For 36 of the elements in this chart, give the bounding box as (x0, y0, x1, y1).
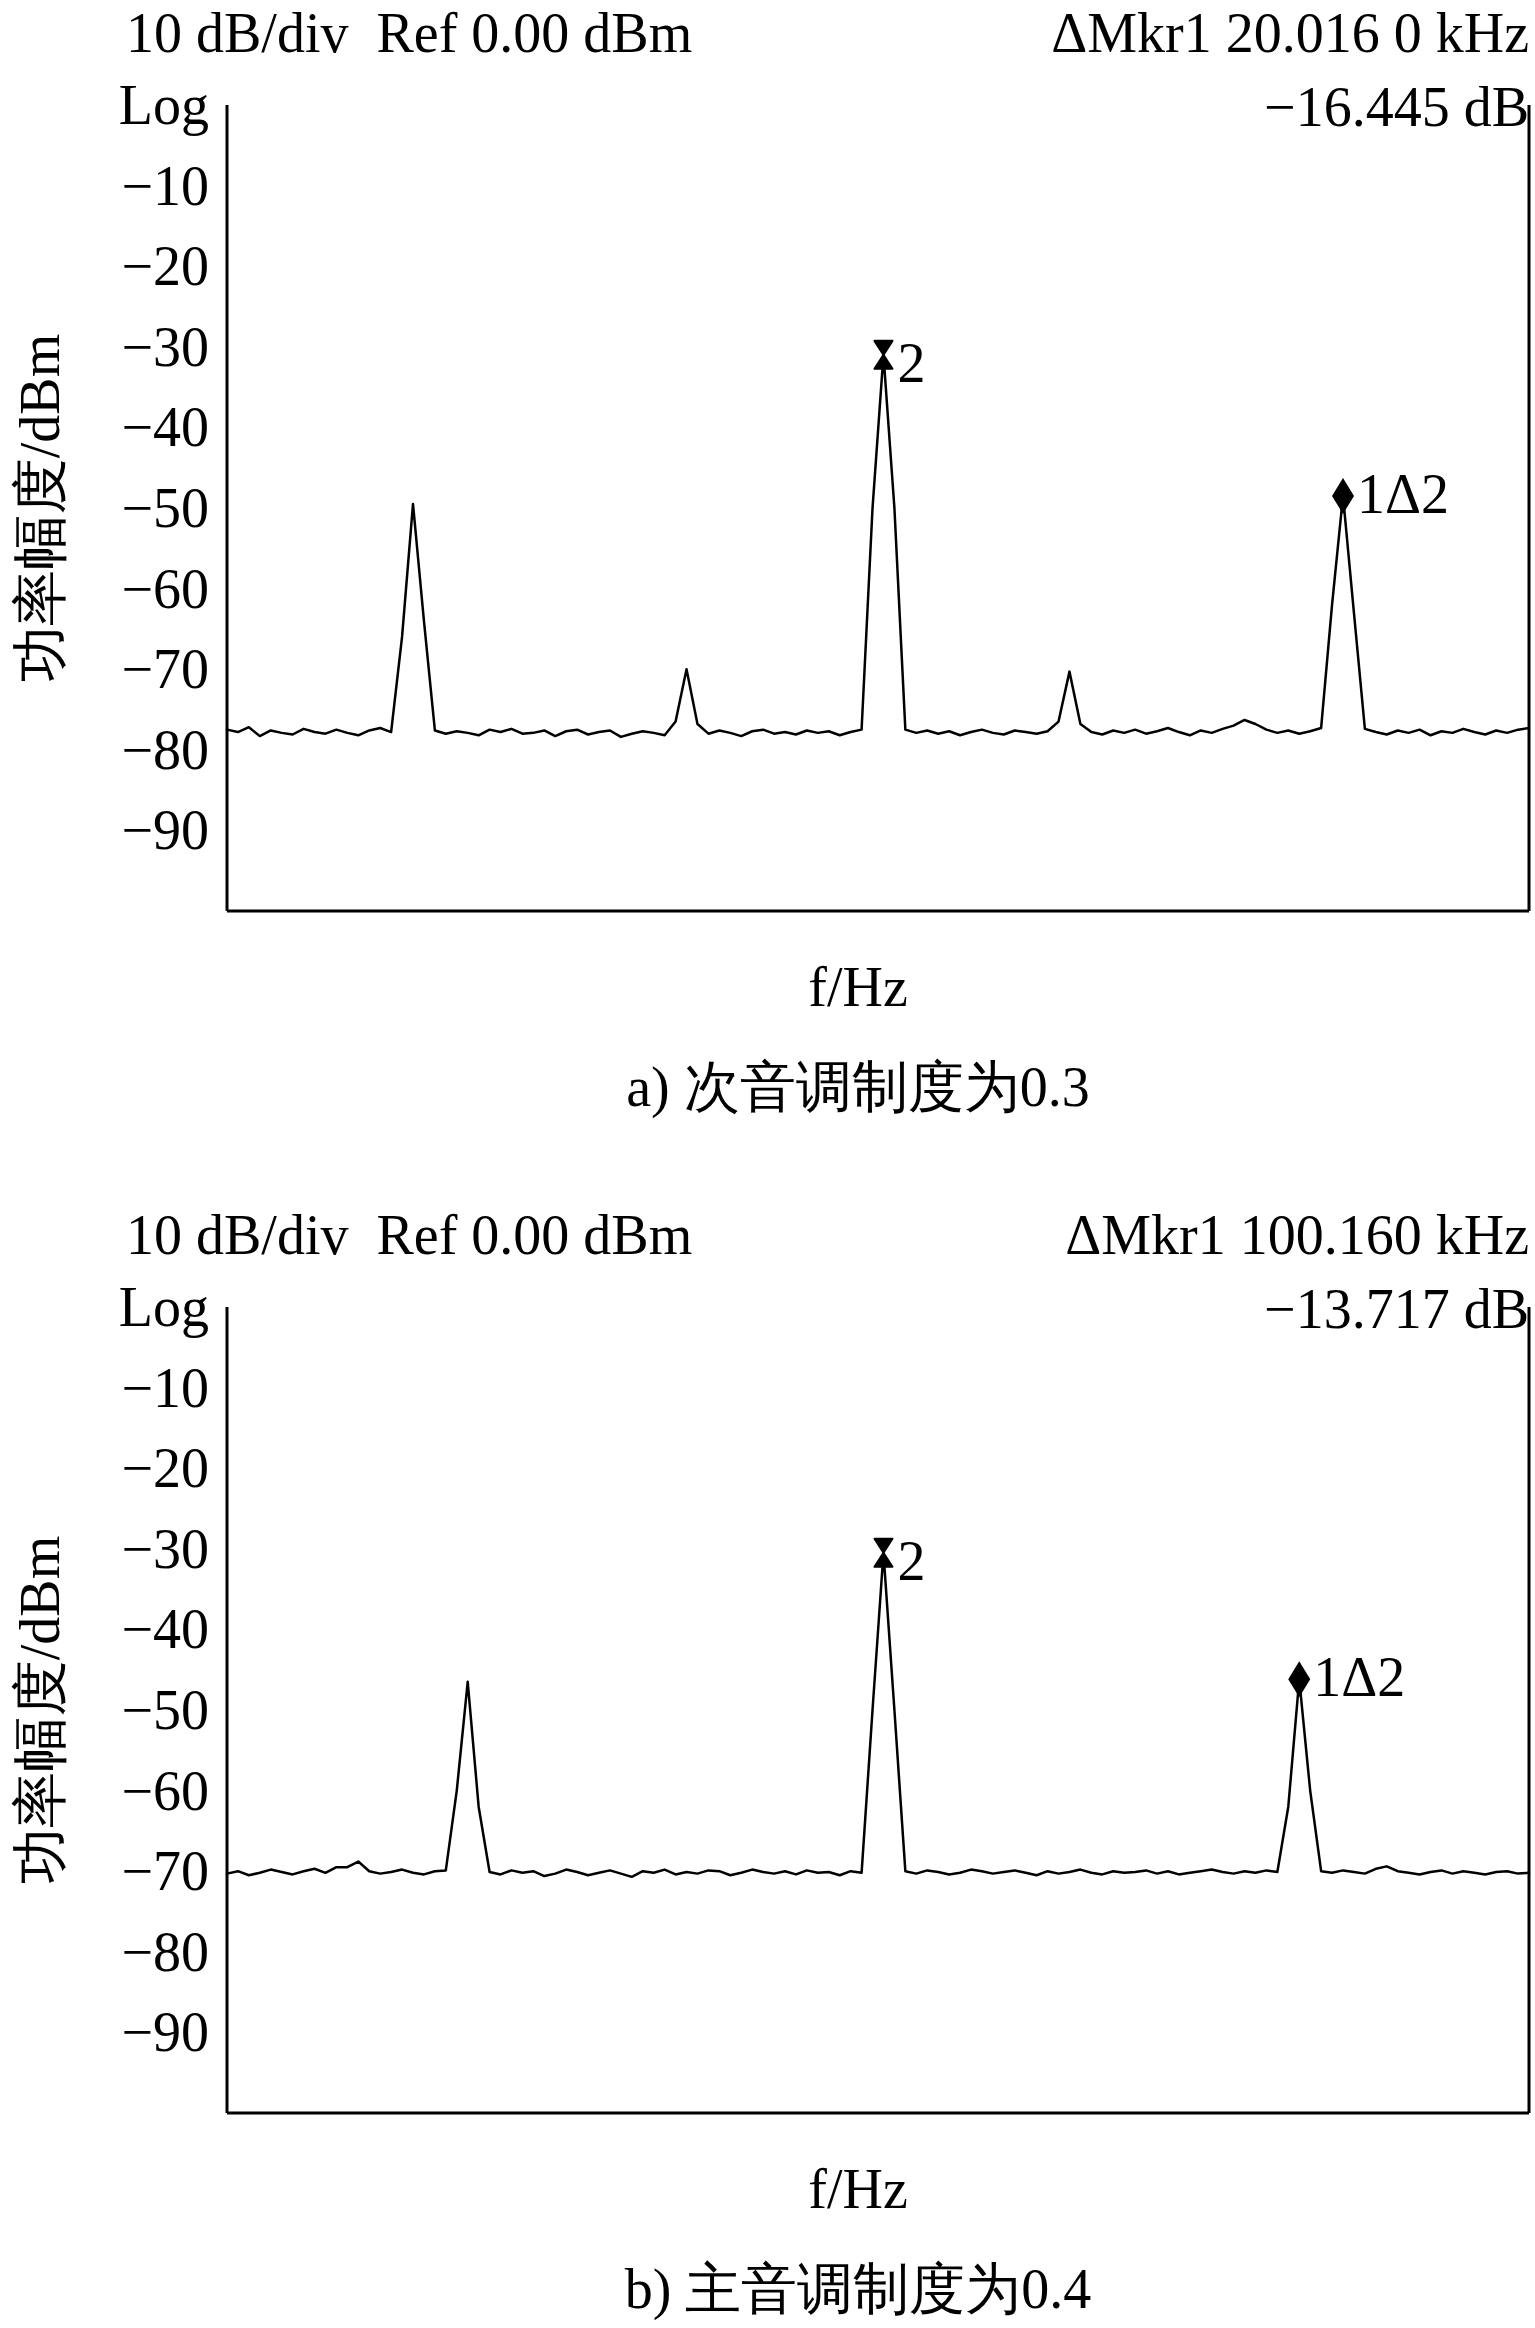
y-tick-label: −50 (121, 477, 209, 539)
y-tick-label: −80 (121, 718, 209, 781)
y-tick-label: −10 (121, 1356, 209, 1419)
annotation: −16.445 dB (1264, 76, 1529, 138)
x-axis-title: f/Hz (808, 956, 908, 1018)
y-tick-label: −30 (121, 1517, 209, 1580)
y-axis-title: 功率幅度/dBm (9, 333, 71, 683)
y-tick-label: −90 (121, 799, 209, 862)
text: 10 dB/div Ref 0.00 dBm (126, 2, 693, 64)
text: ΔMkr1 20.016 0 kHz (1051, 2, 1529, 64)
y-tick-label: Log (118, 1276, 209, 1338)
y-tick-label: −70 (121, 638, 209, 701)
annotation: 2 (897, 1529, 926, 1592)
y-tick-label: −60 (121, 1759, 209, 1822)
y-axis-title: 功率幅度/dBm (9, 1535, 71, 1885)
y-tick-label: −20 (121, 1437, 209, 1500)
y-tick-label: −30 (121, 315, 209, 378)
y-tick-label: −40 (121, 1598, 209, 1661)
y-tick-label: −80 (121, 1920, 209, 1983)
x-axis-title: f/Hz (808, 2158, 908, 2220)
y-tick-label: −20 (121, 235, 209, 298)
y-tick-label: −60 (121, 557, 209, 620)
y-tick-label: −40 (121, 396, 209, 459)
y-tick-label: −90 (121, 2001, 209, 2064)
annotation: 2 (897, 331, 926, 394)
text: 10 dB/div Ref 0.00 dBm (126, 1204, 693, 1266)
y-tick-label: Log (118, 74, 209, 136)
y-tick-label: −50 (121, 1679, 209, 1741)
text: a) 次音调制度为0.3 (626, 1056, 1090, 1119)
annotation: 1Δ2 (1313, 1646, 1406, 1709)
annotation: 1Δ2 (1357, 462, 1450, 525)
y-tick-label: −10 (121, 154, 209, 217)
annotation: −13.717 dB (1264, 1278, 1529, 1340)
text: b) 主音调制度为0.4 (624, 2258, 1092, 2321)
y-tick-label: −70 (121, 1840, 209, 1903)
text: ΔMkr1 100.160 kHz (1065, 1204, 1529, 1266)
